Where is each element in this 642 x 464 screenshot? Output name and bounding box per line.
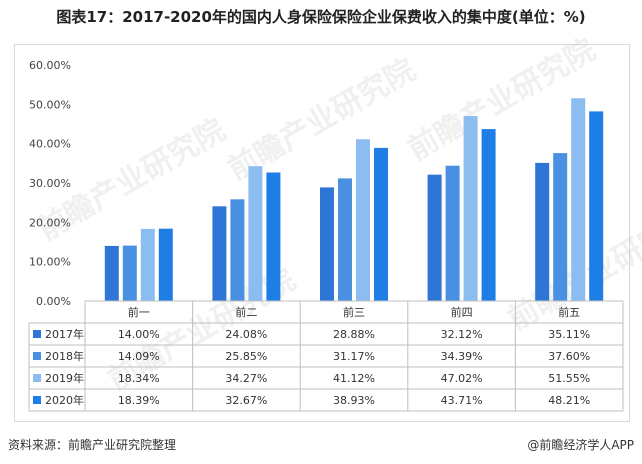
table-cell: 41.12% [333, 372, 375, 385]
y-tick-label: 50.00% [29, 98, 71, 111]
bar-2017年-前三 [320, 187, 334, 301]
table-cell: 32.12% [441, 328, 483, 341]
table-cell: 18.39% [118, 394, 160, 407]
table-cell: 28.88% [333, 328, 375, 341]
bar-2017年-前一 [104, 245, 119, 301]
table-cell: 32.67% [225, 394, 267, 407]
y-tick-label: 0.00% [36, 295, 71, 308]
bar-2020年-前一 [158, 228, 173, 301]
table-cell: 34.39% [441, 350, 483, 363]
y-tick-label: 30.00% [29, 177, 71, 190]
legend-swatch [33, 352, 41, 360]
chart-title: 图表17：2017-2020年的国内人身保险保险企业保费收入的集中度(单位：%) [56, 8, 586, 26]
bar-2017年-前二 [212, 206, 227, 301]
table-cell: 31.17% [333, 350, 375, 363]
table-cell: 51.55% [548, 372, 590, 385]
bar-2019年-前三 [356, 139, 370, 301]
table-cell: 48.21% [548, 394, 590, 407]
bar-2019年-前五 [571, 98, 586, 301]
y-tick-label: 40.00% [29, 138, 71, 151]
bar-2019年-前二 [248, 166, 263, 301]
y-tick-label: 10.00% [29, 256, 71, 269]
bar-2020年-前二 [266, 172, 281, 301]
bar-2018年-前三 [338, 178, 352, 301]
table-cell: 25.85% [225, 350, 267, 363]
table-cell: 24.08% [225, 328, 267, 341]
table-cell: 43.71% [441, 394, 483, 407]
category-label: 前五 [558, 305, 580, 319]
legend-swatch [33, 396, 41, 404]
table-cell: 35.11% [548, 328, 590, 341]
credit-note: @前瞻经济学人APP [527, 438, 634, 452]
table-cell: 18.34% [118, 372, 160, 385]
bar-2017年-前五 [535, 162, 550, 301]
table-cell: 14.09% [118, 350, 160, 363]
category-label: 前三 [343, 305, 365, 319]
bar-2018年-前五 [553, 153, 568, 301]
category-label: 前二 [235, 305, 257, 319]
table-cell: 37.60% [548, 350, 590, 363]
category-label: 前一 [128, 305, 150, 319]
legend-label: 2018年 [45, 349, 84, 363]
table-cell: 47.02% [441, 372, 483, 385]
bar-2018年-前二 [230, 199, 245, 301]
bar-2019年-前四 [463, 116, 478, 302]
bar-2020年-前三 [374, 147, 388, 301]
bar-2018年-前四 [445, 165, 460, 301]
legend-swatch [33, 330, 41, 338]
legend-swatch [33, 374, 41, 382]
bar-2020年-前五 [589, 111, 604, 302]
bar-chart: 0.00% 10.00% 20.00% 30.00% 40.00% 50.00% 60.00… [28, 59, 624, 412]
bar-2018年-前一 [122, 245, 137, 301]
chart-frame: 前瞻产业研究院 前瞻产业研究院 前瞻产业研究院 前瞻产业研究院 前瞻产业研究院 … [14, 32, 642, 422]
table-cell: 34.27% [225, 372, 267, 385]
bar-2020年-前四 [481, 129, 496, 301]
table-cell: 14.00% [118, 328, 160, 341]
bar-2017年-前四 [427, 174, 442, 301]
legend-label: 2019年 [45, 371, 84, 385]
source-note: 资料来源：前瞻产业研究院整理 [8, 438, 177, 452]
bar-2019年-前一 [140, 228, 155, 301]
legend-label: 2020年 [45, 393, 84, 407]
table-cell: 38.93% [333, 394, 375, 407]
y-tick-label: 20.00% [29, 216, 71, 229]
legend-label: 2017年 [45, 327, 84, 341]
category-label: 前四 [451, 305, 473, 319]
y-tick-label: 60.00% [29, 59, 71, 72]
